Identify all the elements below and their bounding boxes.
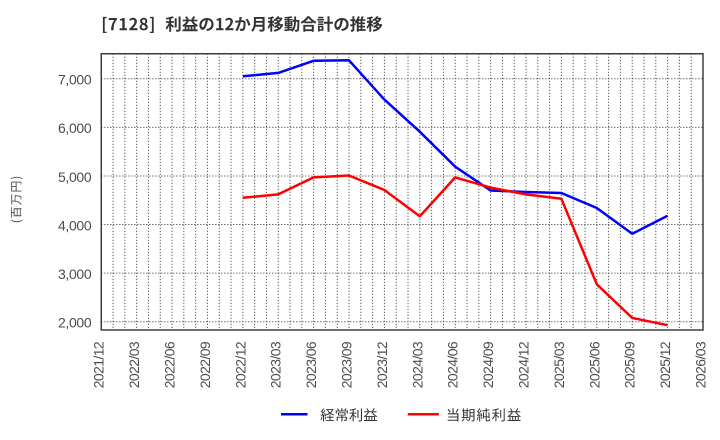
svg-text:2024/12: 2024/12	[515, 341, 531, 388]
svg-text:2023/03: 2023/03	[268, 341, 284, 388]
svg-text:2024/03: 2024/03	[409, 341, 425, 388]
svg-text:2024/09: 2024/09	[480, 341, 496, 388]
svg-text:2022/12: 2022/12	[232, 341, 248, 388]
svg-text:2025/12: 2025/12	[657, 341, 673, 388]
svg-text:4,000: 4,000	[58, 217, 92, 233]
svg-text:5,000: 5,000	[58, 169, 92, 185]
svg-text:2022/03: 2022/03	[126, 341, 142, 388]
svg-text:7,000: 7,000	[58, 72, 92, 88]
svg-text:2025/03: 2025/03	[551, 341, 567, 388]
svg-text:6,000: 6,000	[58, 120, 92, 136]
svg-text:2025/09: 2025/09	[622, 341, 638, 388]
svg-text:2022/06: 2022/06	[161, 341, 177, 388]
svg-text:3,000: 3,000	[58, 266, 92, 282]
svg-text:2022/09: 2022/09	[197, 341, 213, 388]
svg-text:2,000: 2,000	[58, 315, 92, 331]
svg-text:2025/06: 2025/06	[586, 341, 602, 388]
svg-text:2024/06: 2024/06	[445, 341, 461, 388]
svg-text:2023/06: 2023/06	[303, 341, 319, 388]
svg-text:2021/12: 2021/12	[91, 341, 107, 388]
svg-text:2023/09: 2023/09	[338, 341, 354, 388]
svg-text:2023/12: 2023/12	[374, 341, 390, 388]
svg-text:2026/03: 2026/03	[692, 341, 708, 388]
